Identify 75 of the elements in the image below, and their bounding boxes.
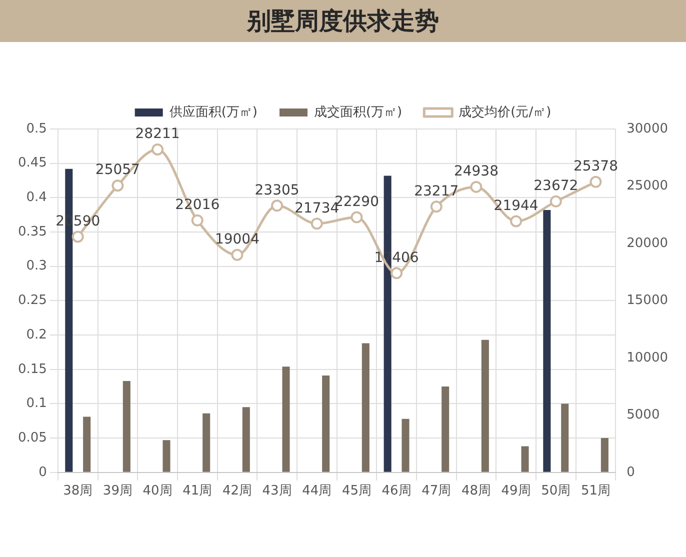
x-tick-label: 50周	[541, 484, 571, 499]
point	[470, 180, 482, 193]
bar	[242, 407, 250, 472]
x-tick-label: 49周	[501, 484, 531, 499]
x-tick-label: 47周	[422, 484, 452, 499]
x-tick-label: 51周	[580, 484, 610, 499]
x-tick-label: 48周	[461, 484, 491, 499]
y-tick-label: 0.15	[18, 362, 47, 377]
point	[112, 180, 124, 192]
y-tick-label: 0.45	[18, 156, 47, 171]
bar	[162, 440, 170, 472]
x-tick-label: 38周	[63, 484, 93, 499]
data-label: 23217	[414, 183, 459, 200]
data-label: 25057	[95, 162, 140, 178]
y2-tick-label: 5000	[626, 408, 660, 423]
data-label: 23305	[254, 182, 300, 198]
point	[510, 215, 522, 228]
bar	[442, 386, 450, 472]
bar	[322, 376, 330, 472]
point	[72, 230, 84, 243]
y2-tick-label: 20000	[626, 236, 668, 251]
point	[310, 218, 323, 230]
y-tick-label: 0.35	[18, 224, 47, 240]
data-label: 22016	[175, 197, 220, 214]
y2-tick-label: 0	[626, 464, 635, 480]
bar	[122, 381, 130, 472]
data-label: 19004	[214, 232, 260, 248]
point	[350, 211, 363, 224]
point	[152, 143, 164, 156]
y-tick-label: 0.2	[26, 327, 47, 342]
bar	[543, 210, 551, 472]
point	[550, 195, 562, 208]
y2-tick-label: 25000	[626, 178, 668, 194]
bar	[202, 413, 210, 472]
legend-label: 成交均价(元/㎡)	[458, 104, 552, 120]
data-label: 28211	[135, 126, 180, 142]
x-tick-label: 44周	[302, 484, 332, 499]
bar	[402, 418, 410, 472]
point	[390, 267, 403, 280]
y-tick-label: 0.25	[18, 293, 47, 308]
y-tick-label: 0.5	[26, 121, 47, 136]
y-tick-label: 0.3	[26, 258, 47, 274]
data-label: 24938	[454, 164, 498, 180]
point	[191, 214, 204, 226]
y-tick-label: 0	[38, 464, 47, 480]
x-tick-label: 39周	[102, 484, 132, 499]
point	[271, 200, 284, 212]
bar	[561, 404, 569, 472]
point	[231, 248, 244, 261]
legend-label: 供应面积(万㎡)	[169, 104, 258, 120]
bar	[600, 438, 608, 472]
data-label: 25378	[573, 158, 618, 175]
y2-tick-label: 15000	[626, 293, 668, 308]
bar	[362, 343, 370, 472]
x-tick-label: 43周	[262, 484, 292, 499]
bar	[282, 366, 290, 472]
bar	[83, 416, 91, 472]
legend-label: 成交面积(万㎡)	[314, 104, 402, 120]
y-tick-label: 0.05	[18, 430, 47, 446]
x-tick-label: 42周	[222, 484, 252, 499]
y2-tick-label: 30000	[626, 121, 668, 136]
x-tick-label: 41周	[182, 484, 212, 499]
x-tick-label: 45周	[342, 484, 372, 499]
bar	[481, 340, 489, 472]
bar	[521, 446, 529, 472]
data-label: 21944	[494, 198, 538, 214]
point	[590, 176, 602, 188]
y2-tick-label: 10000	[626, 350, 668, 366]
point	[430, 200, 442, 213]
data-label: 23672	[534, 178, 578, 194]
chart-title: 别墅周度供求走势	[0, 0, 686, 42]
y-tick-label: 0.4	[26, 190, 47, 206]
y-tick-label: 0.1	[26, 396, 47, 412]
x-tick-label: 46周	[382, 484, 412, 499]
x-tick-label: 40周	[142, 484, 172, 499]
